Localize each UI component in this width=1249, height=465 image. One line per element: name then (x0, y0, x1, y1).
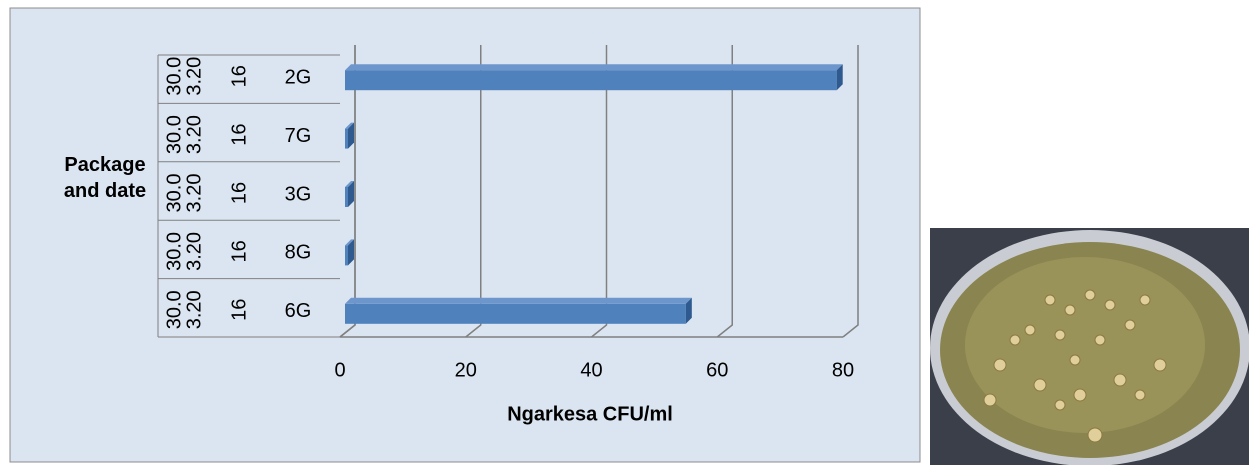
category-label: 3G (285, 183, 312, 205)
x-tick-label: 60 (706, 359, 728, 381)
grid-line (339, 45, 356, 338)
x-tick-label: 40 (580, 359, 602, 381)
category-sublabel: 3.20 (183, 57, 205, 96)
bar-top (345, 297, 692, 304)
bar (345, 70, 837, 91)
category-sublabel: 30.0 (163, 174, 185, 213)
bar-top (345, 239, 354, 246)
category-sublabel: 3.20 (183, 290, 205, 329)
category-label: 6G (285, 300, 312, 322)
category-sublabel: 16 (228, 123, 250, 145)
category-sublabel: 16 (228, 65, 250, 87)
photo (930, 228, 1249, 465)
bar (345, 128, 348, 149)
grid-line (465, 45, 482, 338)
category-sublabel: 3.20 (183, 232, 205, 271)
bar-side (348, 239, 354, 266)
y-axis-label: Package and date (63, 154, 147, 202)
x-tick-label: 80 (832, 359, 854, 381)
bar-top (345, 122, 354, 129)
bar-top (345, 64, 843, 71)
category-label: 8G (285, 242, 312, 264)
category-sublabel: 30.0 (163, 115, 185, 154)
category-sublabel: 16 (228, 299, 250, 321)
x-tick-label: 0 (334, 359, 345, 381)
category-label: 7G (285, 125, 312, 147)
bar (345, 303, 686, 324)
bar (345, 187, 348, 207)
category-sublabel: 30.0 (163, 57, 185, 96)
bar-side (348, 181, 354, 207)
x-tick-label: 20 (455, 359, 477, 381)
category-sublabel: 3.20 (183, 174, 205, 213)
bar-side (348, 122, 354, 149)
category-sublabel: 30.0 (163, 290, 185, 329)
category-sublabel: 16 (228, 240, 250, 262)
category-sublabel: 16 (228, 182, 250, 204)
category-sublabel: 30.0 (163, 232, 185, 271)
category-label: 2G (285, 66, 312, 88)
grid-line (716, 45, 733, 338)
bar-side (685, 297, 692, 324)
grid-line (591, 45, 608, 338)
bar (345, 245, 348, 266)
bar-top (345, 181, 354, 187)
category-sublabel: 3.20 (183, 115, 205, 154)
grid-line (842, 45, 859, 338)
bar-side (836, 64, 843, 91)
x-axis-label: Ngarkesa CFU/ml (507, 403, 673, 425)
